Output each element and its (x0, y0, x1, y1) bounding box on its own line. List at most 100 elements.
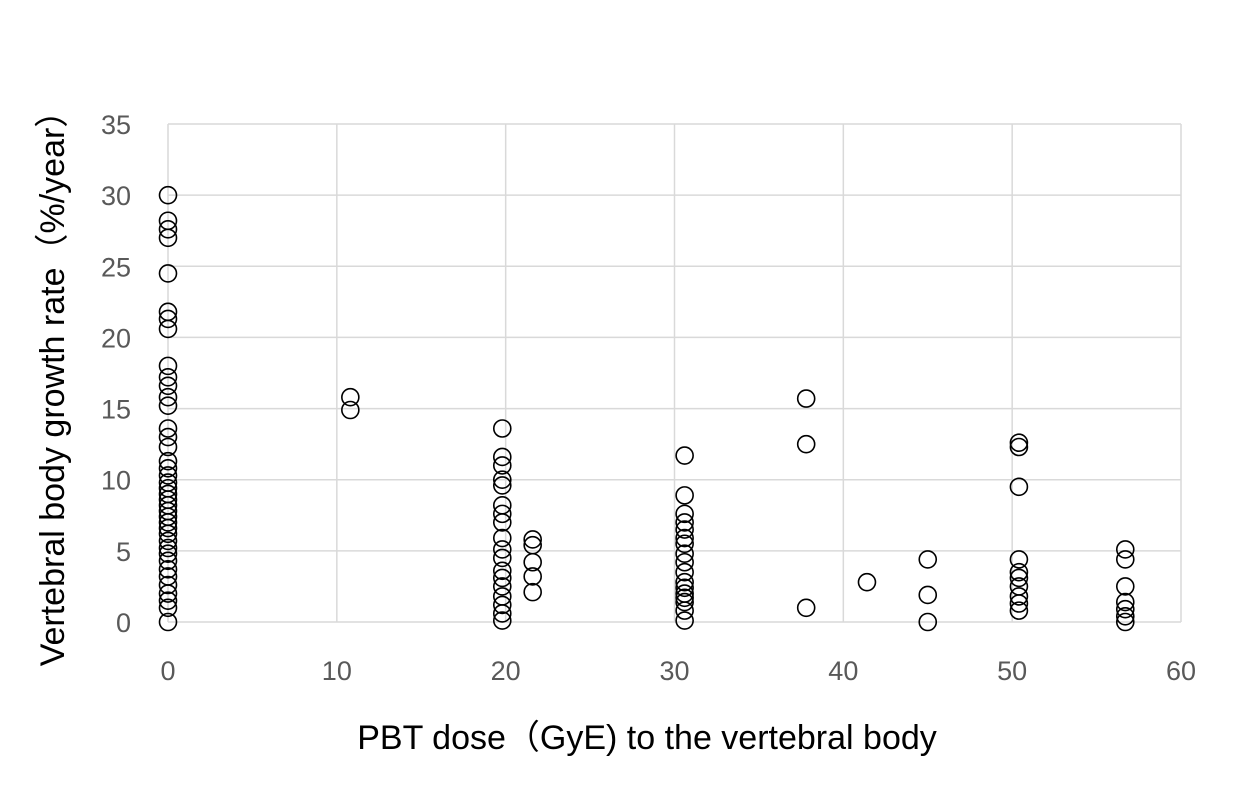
data-point (523, 530, 542, 549)
data-point (1009, 594, 1029, 613)
data-point (675, 446, 694, 465)
x-tick-label: 50 (997, 656, 1027, 686)
data-point (158, 185, 178, 205)
data-point (158, 356, 178, 376)
tick-labels: 0 5 10 15 20 25 30 35 0 10 20 30 40 50 60 (101, 110, 1196, 686)
x-tick-label: 20 (491, 656, 521, 686)
data-point (1115, 612, 1135, 632)
data-point (675, 513, 694, 532)
data-point (158, 459, 178, 478)
data-point (492, 611, 512, 630)
data-point (158, 319, 178, 339)
data-point (1009, 562, 1029, 582)
data-point (1009, 437, 1029, 457)
y-tick-label: 30 (101, 181, 131, 211)
data-point (492, 595, 512, 615)
data-point (158, 591, 178, 610)
data-point (1009, 587, 1029, 606)
data-point (1115, 577, 1135, 596)
data-point (523, 582, 542, 602)
data-point (918, 550, 938, 569)
y-tick-label: 20 (101, 323, 131, 353)
data-point (675, 572, 694, 592)
data-point (158, 598, 178, 618)
data-point (492, 561, 512, 581)
y-axis-title: Vertebral body growth rate（%/year） (34, 94, 72, 667)
data-point (492, 476, 512, 495)
data-point (492, 513, 512, 532)
data-point (796, 434, 816, 454)
x-axis-title: PBT dose（GyE) to the vertebral body (357, 719, 937, 757)
data-point (158, 551, 178, 571)
data-points (158, 185, 1135, 632)
data-point (675, 588, 694, 608)
data-point (492, 504, 512, 524)
data-point (1115, 592, 1135, 612)
data-point (675, 534, 694, 554)
x-tick-label: 30 (659, 656, 689, 686)
data-point (341, 387, 360, 407)
data-point (158, 419, 178, 438)
data-point (675, 504, 694, 524)
data-point (675, 578, 694, 598)
data-point (1009, 601, 1029, 620)
data-point (158, 387, 178, 407)
data-point (675, 520, 694, 539)
data-point (158, 376, 178, 396)
data-point (158, 544, 178, 564)
y-tick-label: 25 (101, 252, 131, 282)
data-point (675, 544, 694, 564)
data-point (158, 466, 178, 485)
data-point (158, 228, 178, 248)
data-point (675, 592, 694, 612)
data-point (492, 456, 512, 475)
data-point (158, 531, 178, 551)
data-point (918, 612, 938, 632)
data-point (158, 309, 178, 329)
data-point (492, 548, 512, 568)
data-point (675, 486, 694, 505)
data-point (1115, 550, 1135, 569)
x-tick-label: 0 (160, 656, 175, 686)
data-point (1009, 433, 1029, 453)
data-point (492, 540, 512, 559)
data-point (523, 567, 542, 586)
y-tick-label: 15 (101, 395, 131, 425)
data-point (158, 538, 178, 558)
data-point (796, 598, 816, 618)
data-point (158, 264, 178, 283)
data-point (492, 604, 512, 623)
y-tick-label: 35 (101, 110, 131, 140)
y-tick-label: 10 (101, 466, 131, 496)
y-tick-label: 5 (116, 537, 131, 567)
data-point (492, 568, 512, 588)
data-point (523, 552, 542, 572)
data-point (1115, 607, 1135, 626)
data-point (492, 470, 512, 490)
data-point (918, 585, 938, 605)
x-tick-label: 60 (1166, 656, 1196, 686)
data-point (675, 601, 694, 620)
data-point (158, 524, 178, 544)
data-point (796, 389, 816, 408)
y-tick-label: 0 (116, 608, 131, 638)
data-point (675, 611, 694, 630)
x-tick-label: 40 (828, 656, 858, 686)
data-point (1009, 550, 1029, 569)
data-point (158, 451, 178, 471)
data-point (675, 528, 694, 548)
data-point (158, 367, 178, 387)
data-point (158, 396, 178, 416)
data-point (492, 447, 512, 467)
data-point (1115, 540, 1135, 559)
data-point (158, 575, 178, 595)
data-point (492, 528, 512, 548)
data-point (158, 584, 178, 603)
data-point (857, 572, 877, 592)
data-point (341, 400, 360, 420)
x-tick-label: 10 (322, 656, 352, 686)
data-point (1009, 477, 1029, 497)
data-point (492, 577, 512, 596)
